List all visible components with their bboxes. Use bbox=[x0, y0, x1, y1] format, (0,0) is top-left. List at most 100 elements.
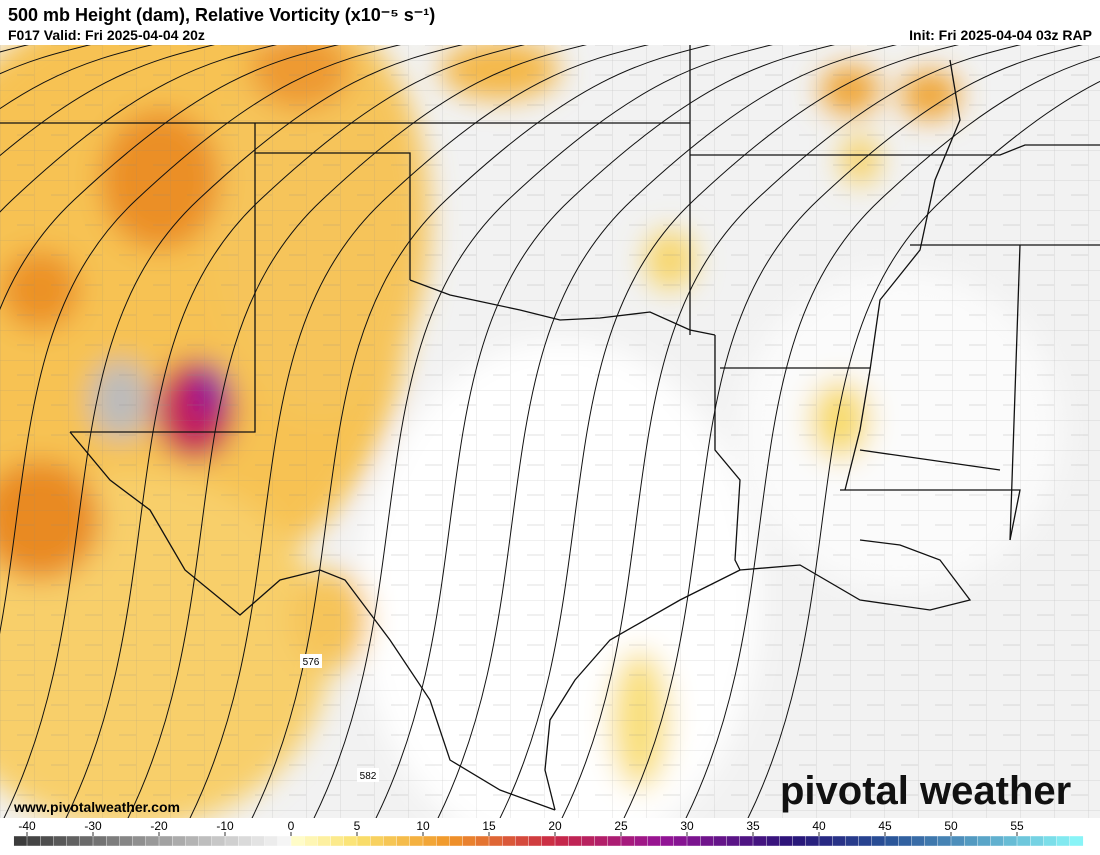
colorbar-cell bbox=[171, 835, 186, 847]
valid-time: F017 Valid: Fri 2025-04-04 20z bbox=[8, 27, 205, 43]
contour-line bbox=[0, 45, 215, 157]
colorbar-cell bbox=[145, 835, 160, 847]
colorbar-cell bbox=[224, 835, 239, 847]
colorbar-cell bbox=[26, 835, 41, 847]
contour-label: 582 bbox=[360, 771, 377, 782]
contour-line bbox=[127, 45, 587, 818]
contour-line bbox=[623, 45, 1083, 818]
colorbar-cell bbox=[317, 835, 332, 847]
colorbar-cell bbox=[1003, 835, 1018, 847]
colorbar-tick-label: -10 bbox=[216, 819, 234, 833]
colorbar: -40 -30 -20 -10 0 5 10 15 20 25 30 35 40 45 50 55 bbox=[13, 819, 1084, 847]
colorbar-cell bbox=[13, 835, 28, 847]
colorbar-cell bbox=[330, 835, 345, 847]
colorbar-cell bbox=[607, 835, 622, 847]
contour-label-bg bbox=[357, 768, 379, 782]
colorbar-cell bbox=[541, 835, 556, 847]
colorbar-cell bbox=[132, 835, 147, 847]
colorbar-cell bbox=[660, 835, 675, 847]
colorbar-cell bbox=[66, 835, 81, 847]
contour-line bbox=[685, 56, 1100, 818]
colorbar-cell bbox=[792, 835, 807, 847]
colorbar-cell bbox=[594, 835, 609, 847]
contour-label: 576 bbox=[303, 657, 320, 668]
colorbar-cell bbox=[449, 835, 464, 847]
contour-line bbox=[0, 45, 401, 635]
colorbar-cell bbox=[158, 835, 173, 847]
colorbar-cell bbox=[185, 835, 200, 847]
colorbar-cell bbox=[436, 835, 450, 847]
colorbar-cell bbox=[871, 835, 886, 847]
colorbar-tick-label: -40 bbox=[18, 819, 36, 833]
colorbar-cell bbox=[370, 835, 384, 847]
colorbar-cell bbox=[53, 835, 68, 847]
contour-line bbox=[561, 45, 1021, 818]
colorbar-tick-label: -20 bbox=[150, 819, 168, 833]
colorbar-cell bbox=[805, 835, 820, 847]
colorbar-tick-label: 20 bbox=[548, 819, 562, 833]
colorbar-cell bbox=[766, 835, 780, 847]
colorbar-cell bbox=[396, 835, 411, 847]
colorbar-cell bbox=[105, 835, 120, 847]
colorbar-cell bbox=[528, 835, 543, 847]
contour-line bbox=[0, 45, 91, 75]
colorbar-cell bbox=[119, 835, 134, 847]
colorbar-cell bbox=[898, 835, 912, 847]
colorbar-cell bbox=[964, 835, 978, 847]
colorbar-cell bbox=[237, 835, 252, 847]
colorbar-tick-label: 35 bbox=[746, 819, 760, 833]
colorbar-cell bbox=[40, 835, 54, 847]
colorbar-cell bbox=[502, 835, 516, 847]
init-time: Init: Fri 2025-04-04 03z RAP bbox=[909, 27, 1092, 43]
colorbar-cell bbox=[950, 835, 965, 847]
colorbar-tick-label: 25 bbox=[614, 819, 628, 833]
contour-line bbox=[747, 80, 1100, 818]
colorbar-cell bbox=[634, 835, 648, 847]
colorbar-cell bbox=[977, 835, 992, 847]
contour-line bbox=[313, 45, 773, 818]
colorbar-cell bbox=[779, 835, 794, 847]
colorbar-cell bbox=[422, 835, 437, 847]
colorbar-cell bbox=[515, 835, 530, 847]
colorbar-cell bbox=[752, 835, 767, 847]
contour-line bbox=[0, 45, 277, 213]
contour-label-bg bbox=[300, 654, 322, 668]
colorbar-cell bbox=[1043, 835, 1058, 847]
colorbar-cell bbox=[581, 835, 596, 847]
contour-line bbox=[65, 45, 525, 818]
colorbar-cell bbox=[739, 835, 754, 847]
colorbar-cell bbox=[647, 835, 662, 847]
colorbar-cell bbox=[726, 835, 741, 847]
colorbar-cell bbox=[290, 835, 305, 847]
colorbar-cell bbox=[673, 835, 688, 847]
colorbar-tick-label: 15 bbox=[482, 819, 496, 833]
colorbar-tick-label: -30 bbox=[84, 819, 102, 833]
colorbar-cell bbox=[356, 835, 371, 847]
colorbar-cell bbox=[990, 835, 1005, 847]
colorbar-cell bbox=[884, 835, 899, 847]
contour-line bbox=[0, 45, 153, 110]
colorbar-cell bbox=[198, 835, 213, 847]
colorbar-cell bbox=[700, 835, 714, 847]
colorbar-tick-label: 50 bbox=[944, 819, 958, 833]
colorbar-tick-label: 5 bbox=[354, 819, 361, 833]
contour-line bbox=[375, 45, 835, 818]
colorbar-cell bbox=[554, 835, 569, 847]
colorbar-cell bbox=[211, 835, 226, 847]
height-contours bbox=[0, 45, 1100, 818]
colorbar-tick-label: 40 bbox=[812, 819, 826, 833]
contour-line bbox=[437, 45, 897, 818]
colorbar-tick-label: 30 bbox=[680, 819, 694, 833]
url: www.pivotalweather.com bbox=[13, 799, 180, 815]
colorbar-cell bbox=[568, 835, 582, 847]
colorbar-tick-label: 55 bbox=[1010, 819, 1024, 833]
colorbar-cell bbox=[409, 835, 424, 847]
colorbar-cell bbox=[1056, 835, 1071, 847]
colorbar-cell bbox=[1029, 835, 1044, 847]
colorbar-cell bbox=[924, 835, 939, 847]
colorbar-tick-label: 45 bbox=[878, 819, 892, 833]
contour-line bbox=[3, 45, 463, 818]
